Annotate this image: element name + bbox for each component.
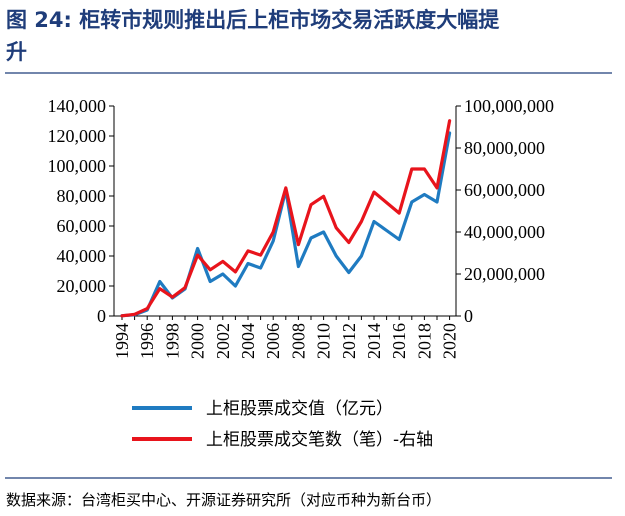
x-tick-label: 2018 [414, 323, 434, 359]
x-tick-label: 2008 [288, 323, 308, 359]
x-tick-label: 1996 [137, 323, 157, 359]
legend-label-count: 上柜股票成交笔数（笔）-右轴 [206, 430, 433, 450]
x-tick-label: 1994 [112, 323, 132, 359]
right-axis: 0 20,000,000 40,000,000 60,000,000 80,000,00… [455, 96, 554, 326]
left-tick-label: 20,000 [57, 276, 107, 296]
x-axis: 1994 1996 1998 2000 2002 2004 2006 2008 2010 2012… [112, 315, 460, 359]
right-tick-label: 100,000,000 [464, 96, 554, 116]
x-tick-label: 2004 [238, 323, 258, 359]
left-axis: 0 20,000 40,000 60,000 80,000 100,000 120,000 1… [48, 96, 115, 326]
left-tick-label: 120,000 [48, 126, 107, 146]
figure-title-line2: 升 [6, 40, 27, 64]
x-tick-label: 1998 [162, 323, 182, 359]
x-tick-label: 2014 [364, 323, 384, 359]
x-tick-label: 2002 [213, 323, 233, 359]
x-tick-label: 2010 [314, 323, 334, 359]
right-tick-label: 60,000,000 [464, 180, 545, 200]
figure-title-line1: 图 24: 柜转市规则推出后上柜市场交易活跃度大幅提 [6, 8, 500, 32]
x-tick-label: 2000 [188, 323, 208, 359]
x-tick-label: 2020 [440, 323, 460, 359]
series-layer [120, 119, 452, 318]
series-line-count [120, 119, 452, 318]
x-tick-label: 2012 [339, 323, 359, 359]
left-tick-label: 60,000 [57, 216, 107, 236]
x-tick-label: 2016 [389, 323, 409, 359]
left-tick-label: 140,000 [48, 96, 107, 116]
left-tick-label: 0 [97, 306, 106, 326]
left-tick-label: 40,000 [57, 246, 107, 266]
left-tick-label: 100,000 [48, 156, 107, 176]
right-tick-label: 40,000,000 [464, 222, 545, 242]
legend-label-value: 上柜股票成交值（亿元） [206, 399, 393, 419]
chart: 0 20,000 40,000 60,000 80,000 100,000 120,000 1… [48, 96, 555, 359]
legend: 上柜股票成交值（亿元） 上柜股票成交笔数（笔）-右轴 [132, 399, 433, 450]
series-line-value [120, 131, 452, 318]
right-tick-label: 80,000,000 [464, 138, 545, 158]
source-note: 数据来源：台湾柜买中心、开源证券研究所（对应币种为新台币） [6, 491, 441, 509]
right-tick-label: 20,000,000 [464, 264, 545, 284]
left-tick-label: 80,000 [57, 186, 107, 206]
x-tick-label: 2006 [263, 323, 283, 359]
right-tick-label: 0 [464, 306, 473, 326]
